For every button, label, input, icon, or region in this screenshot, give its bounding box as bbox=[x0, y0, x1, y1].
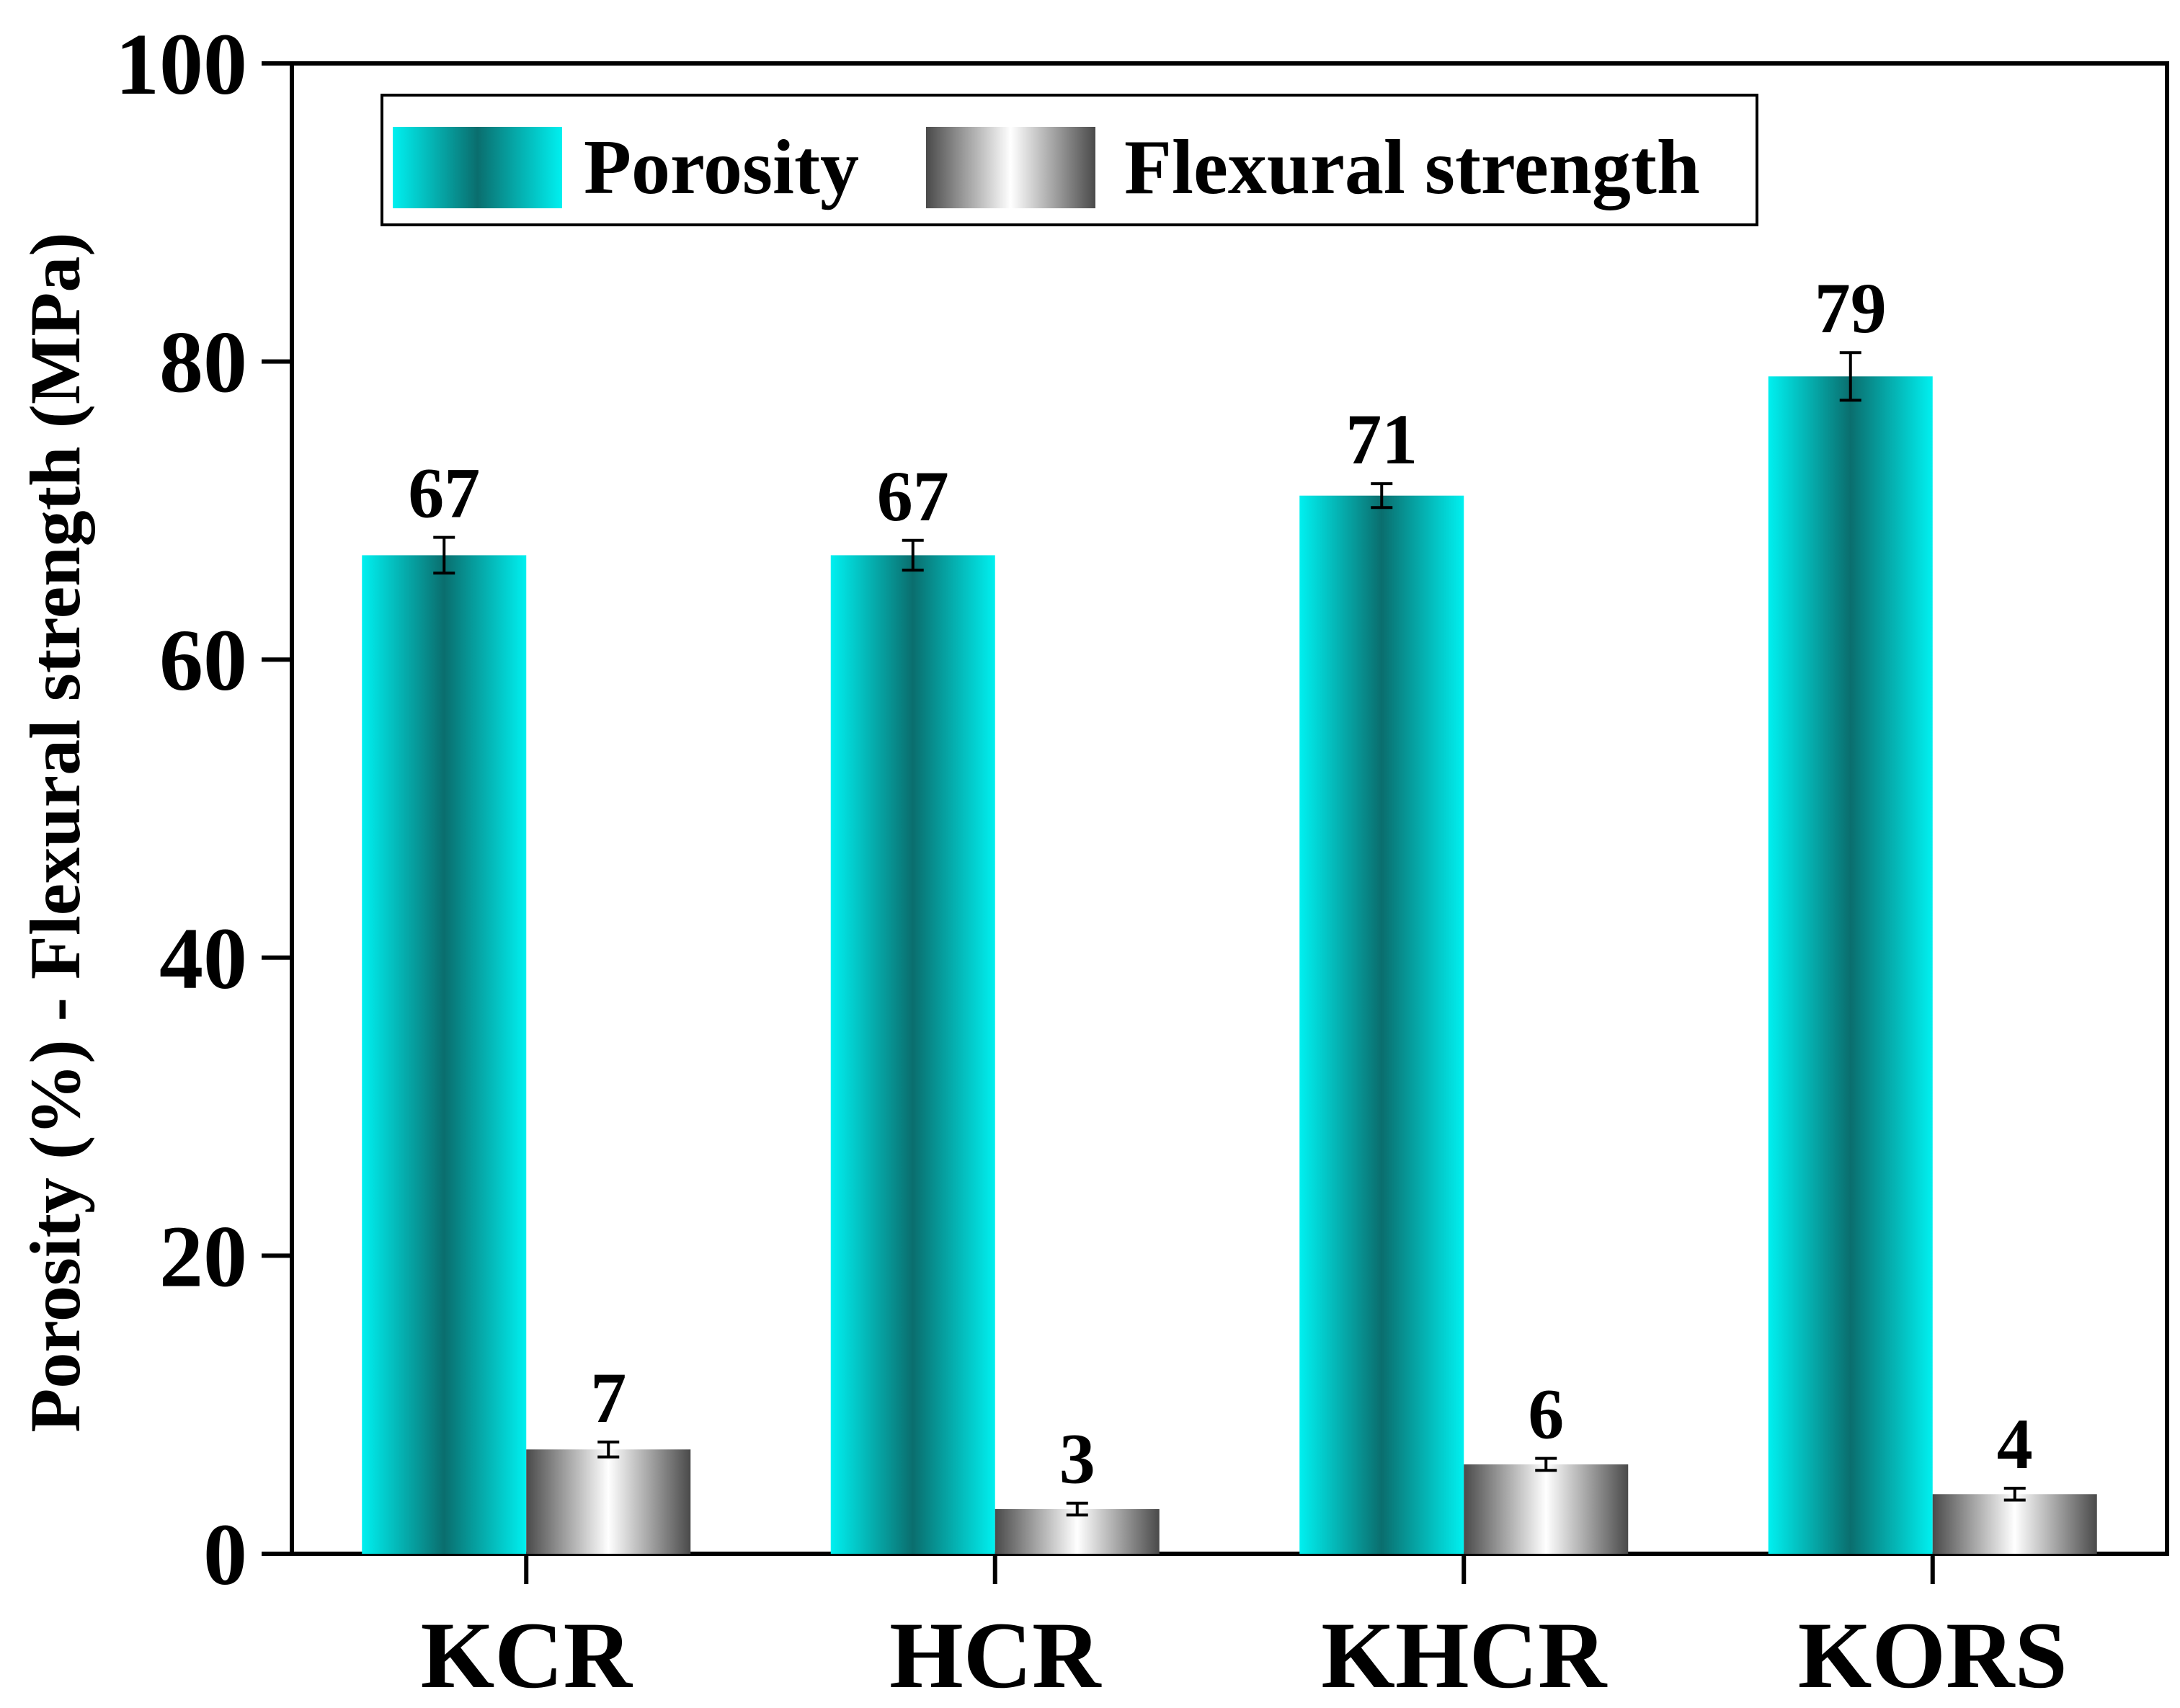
error-bar bbox=[1839, 351, 1861, 402]
plot-frame bbox=[290, 61, 2169, 1556]
error-bar bbox=[1371, 482, 1393, 510]
legend-swatch-porosity bbox=[393, 127, 562, 208]
y-tick-label: 60 bbox=[159, 612, 247, 709]
bar-porosity-hcr bbox=[830, 555, 995, 1554]
y-axis: 0 20 40 60 80 100 bbox=[115, 16, 292, 1604]
data-label-porosity: 79 bbox=[1815, 268, 1887, 348]
data-label-flexural: 7 bbox=[590, 1358, 626, 1438]
data-label-flexural: 4 bbox=[1997, 1404, 2033, 1484]
data-label-porosity: 67 bbox=[408, 453, 480, 533]
bar-porosity-kcr bbox=[362, 555, 527, 1554]
x-category-label: KHCR bbox=[1321, 1602, 1608, 1708]
bar-porosity-kors bbox=[1768, 376, 1933, 1554]
y-tick-label: 0 bbox=[203, 1506, 247, 1604]
error-bar bbox=[1535, 1456, 1557, 1472]
error-bar bbox=[597, 1440, 620, 1459]
data-label-flexural: 6 bbox=[1528, 1374, 1564, 1454]
legend-swatch-flexural bbox=[926, 127, 1095, 208]
data-label-flexural: 3 bbox=[1059, 1419, 1095, 1499]
error-bar bbox=[2003, 1487, 2026, 1502]
error-bar bbox=[1066, 1501, 1088, 1517]
bar-porosity-khcr bbox=[1299, 495, 1464, 1554]
y-tick-label: 20 bbox=[159, 1208, 247, 1305]
error-bar bbox=[902, 538, 924, 572]
y-tick-label: 80 bbox=[159, 314, 247, 412]
y-tick-label: 40 bbox=[159, 910, 247, 1008]
bar-flexural-khcr bbox=[1464, 1464, 1629, 1554]
x-category-label: HCR bbox=[889, 1602, 1102, 1708]
data-label-porosity: 71 bbox=[1345, 399, 1418, 479]
legend-label-flexural: Flexural strength bbox=[1124, 125, 1700, 210]
x-axis: KCR HCR KHCR KORS bbox=[421, 1554, 2068, 1708]
x-category-label: KCR bbox=[421, 1602, 633, 1708]
error-bar bbox=[433, 535, 455, 575]
bars: 67 7 67 3 71 6 79 4 bbox=[362, 268, 2097, 1554]
y-axis-label: Porosity (%) - Flexural strength (MPa) bbox=[15, 232, 95, 1432]
data-label-porosity: 67 bbox=[877, 456, 949, 536]
legend: Porosity Flexural strength bbox=[381, 94, 1758, 226]
bar-flexural-hcr bbox=[995, 1508, 1160, 1554]
legend-label-porosity: Porosity bbox=[584, 125, 859, 210]
bar-flexural-kors bbox=[1932, 1494, 2097, 1554]
bar-flexural-kcr bbox=[526, 1449, 691, 1554]
x-category-label: KORS bbox=[1798, 1602, 2068, 1708]
y-tick-label: 100 bbox=[115, 16, 247, 113]
